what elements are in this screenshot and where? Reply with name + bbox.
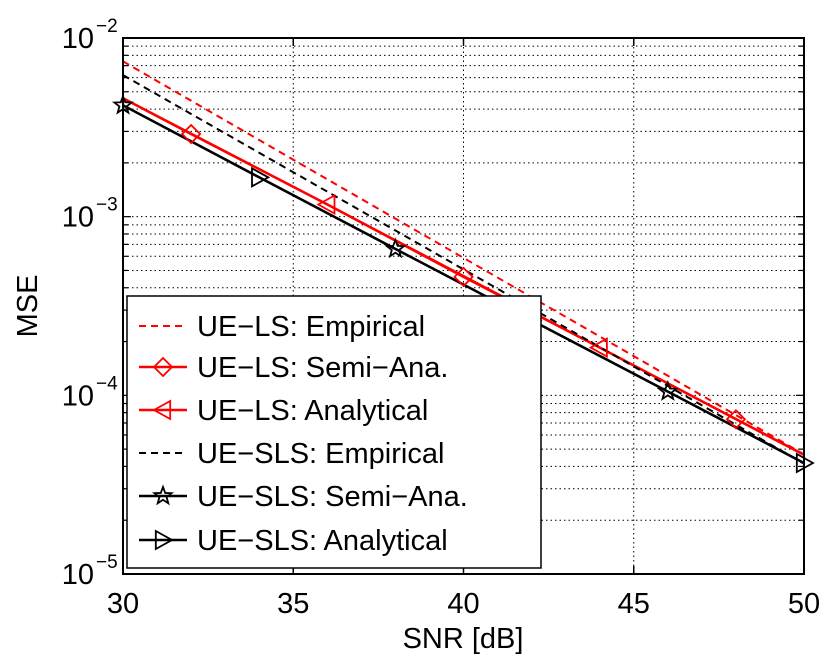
y-tick-label: 10 −5 [62, 552, 118, 591]
legend-label: UE−LS: Empirical [197, 311, 425, 343]
x-tick-label: 45 [618, 588, 650, 620]
legend-label: UE−SLS: Analytical [197, 525, 448, 557]
series-marker-1 [180, 123, 202, 145]
legend-swatch-marker [151, 484, 175, 506]
y-tick-base: 10 [62, 202, 94, 234]
y-tick-exponent: −5 [96, 552, 118, 573]
series-line-2 [122, 97, 805, 456]
x-tick-label: 50 [788, 588, 820, 620]
legend-entry-4: UE−SLS: Semi−Ana. [139, 481, 468, 513]
legend-entry-0: UE−LS: Empirical [139, 311, 425, 343]
series-marker-4 [656, 379, 679, 401]
x-tick-label: 30 [107, 588, 139, 620]
series-marker-1 [725, 408, 747, 430]
legend-swatch-marker [152, 356, 174, 378]
legend-label: UE−LS: Analytical [197, 395, 428, 427]
legend-label: UE−SLS: Semi−Ana. [197, 481, 468, 513]
series-line-5 [122, 104, 805, 465]
series-marker-2 [316, 193, 336, 216]
y-axis-label: MSE [12, 275, 44, 338]
legend-entry-1: UE−LS: Semi−Ana. [139, 352, 448, 384]
legend-swatch-marker [154, 529, 174, 551]
y-tick-label: 10 −4 [62, 373, 118, 412]
series-marker-4 [384, 237, 407, 259]
y-tick-exponent: −4 [96, 373, 118, 394]
axis-ticks [122, 38, 805, 574]
y-tick-base: 10 [62, 380, 94, 412]
series-line-3 [122, 74, 805, 465]
legend-entry-5: UE−SLS: Analytical [139, 525, 448, 557]
y-tick-base: 10 [62, 559, 94, 591]
x-tick-label: 40 [447, 588, 479, 620]
y-tick-base: 10 [62, 23, 94, 55]
legend-label: UE−LS: Semi−Ana. [197, 352, 448, 384]
legend-label: UE−SLS: Empirical [197, 438, 444, 470]
series-marker-5 [251, 166, 271, 188]
x-tick-label: 35 [277, 588, 309, 620]
legend: UE−LS: Empirical UE−LS: Semi−Ana. UE−LS: A… [126, 295, 542, 569]
x-axis-label: SNR [dB] [403, 623, 524, 655]
legend-box [126, 295, 542, 569]
y-tick-exponent: −2 [96, 16, 118, 37]
y-tick-exponent: −3 [96, 195, 118, 216]
legend-swatch-marker [152, 399, 172, 421]
y-tick-label: 10 −3 [62, 195, 118, 234]
series-marker-2 [588, 337, 608, 359]
series-lines [122, 60, 805, 465]
legend-entry-3: UE−SLS: Empirical [139, 438, 444, 470]
series-marker-1 [453, 266, 474, 288]
y-tick-label: 10 −2 [62, 16, 118, 55]
legend-entry-2: UE−LS: Analytical [139, 395, 428, 427]
